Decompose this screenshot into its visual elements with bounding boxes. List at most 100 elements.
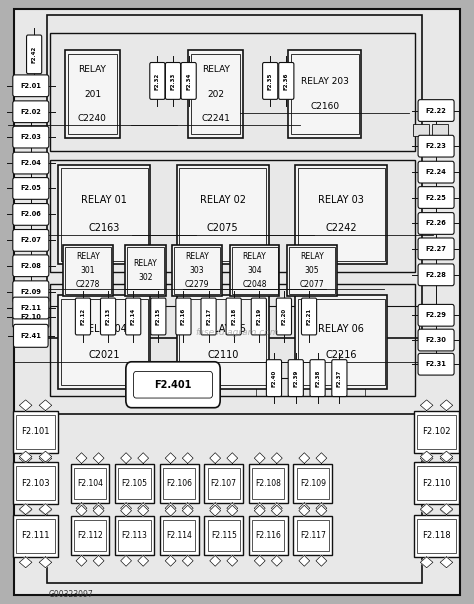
Text: C2242: C2242	[326, 223, 357, 233]
Bar	[13, 515, 58, 557]
Bar	[413, 124, 429, 136]
Polygon shape	[165, 453, 176, 464]
Bar	[298, 168, 384, 261]
FancyBboxPatch shape	[251, 298, 266, 335]
Text: F2.12: F2.12	[81, 308, 85, 325]
Bar	[71, 516, 109, 556]
Text: F2.21: F2.21	[307, 308, 311, 325]
Text: F2.06: F2.06	[20, 211, 41, 217]
Bar	[417, 466, 456, 500]
Polygon shape	[165, 505, 176, 516]
Polygon shape	[420, 453, 433, 464]
FancyBboxPatch shape	[13, 297, 49, 319]
Bar	[16, 415, 55, 449]
FancyBboxPatch shape	[279, 63, 294, 99]
FancyBboxPatch shape	[126, 298, 141, 335]
Polygon shape	[254, 505, 265, 516]
Text: F2.18: F2.18	[231, 308, 236, 325]
Text: RELAY 03: RELAY 03	[319, 196, 364, 205]
Text: F2.115: F2.115	[211, 532, 237, 540]
Text: F2.16: F2.16	[181, 308, 186, 325]
Polygon shape	[19, 504, 32, 515]
Polygon shape	[120, 453, 131, 464]
Text: F2.112: F2.112	[77, 532, 103, 540]
Polygon shape	[272, 503, 283, 513]
Polygon shape	[272, 556, 283, 567]
FancyBboxPatch shape	[418, 238, 454, 260]
Bar	[61, 299, 148, 385]
Polygon shape	[420, 451, 433, 462]
Text: C2075: C2075	[207, 223, 238, 233]
Polygon shape	[138, 503, 149, 513]
Text: F2.20: F2.20	[282, 308, 286, 325]
Polygon shape	[299, 503, 310, 513]
Bar	[125, 245, 166, 296]
Bar	[16, 466, 55, 500]
Text: C2048: C2048	[242, 280, 267, 289]
Polygon shape	[227, 505, 238, 516]
FancyBboxPatch shape	[276, 298, 292, 335]
Text: F2.101: F2.101	[21, 428, 50, 436]
Bar	[179, 168, 266, 261]
Text: F2.116: F2.116	[255, 532, 281, 540]
Polygon shape	[227, 453, 238, 464]
FancyBboxPatch shape	[13, 178, 49, 199]
FancyBboxPatch shape	[332, 360, 347, 397]
Text: 302: 302	[138, 273, 153, 282]
Text: F2.111: F2.111	[21, 532, 50, 540]
Text: C2077: C2077	[300, 280, 324, 289]
Text: F2.24: F2.24	[426, 169, 447, 175]
Polygon shape	[76, 453, 87, 464]
Polygon shape	[420, 504, 433, 515]
Text: 201: 201	[84, 90, 101, 98]
Bar	[204, 516, 243, 556]
FancyBboxPatch shape	[418, 135, 454, 157]
Text: RELAY: RELAY	[134, 259, 157, 268]
Polygon shape	[19, 504, 32, 515]
Polygon shape	[76, 556, 87, 567]
Text: F2.03: F2.03	[20, 134, 41, 140]
Bar	[179, 299, 266, 385]
Polygon shape	[19, 400, 32, 411]
Polygon shape	[420, 504, 433, 515]
Text: F2.11: F2.11	[20, 305, 41, 311]
FancyBboxPatch shape	[310, 360, 325, 397]
Bar	[204, 464, 243, 503]
Text: F2.107: F2.107	[211, 479, 237, 487]
Bar	[61, 168, 148, 261]
Bar	[191, 54, 240, 135]
Bar	[68, 54, 117, 135]
Bar	[291, 54, 358, 135]
Bar	[118, 520, 151, 551]
Polygon shape	[210, 505, 220, 516]
FancyBboxPatch shape	[13, 255, 49, 277]
Text: F2.10: F2.10	[20, 314, 41, 320]
Bar	[288, 50, 362, 138]
Bar	[13, 462, 58, 504]
Text: RELAY: RELAY	[79, 65, 106, 74]
Text: F2.32: F2.32	[155, 72, 160, 89]
Bar	[71, 464, 109, 503]
Polygon shape	[227, 503, 238, 513]
Bar	[189, 50, 243, 138]
Text: F2.104: F2.104	[77, 479, 103, 487]
Polygon shape	[316, 453, 327, 464]
Text: F2.28: F2.28	[426, 272, 447, 278]
Text: F2.36: F2.36	[284, 72, 289, 89]
Polygon shape	[19, 451, 32, 462]
Text: F2.118: F2.118	[422, 532, 451, 540]
Polygon shape	[93, 556, 104, 567]
Bar	[208, 467, 240, 499]
Text: F2.109: F2.109	[300, 479, 326, 487]
Bar	[414, 515, 459, 557]
Polygon shape	[440, 557, 453, 568]
Text: F2.41: F2.41	[20, 333, 41, 339]
Text: 305: 305	[305, 266, 319, 275]
Text: F2.29: F2.29	[426, 312, 447, 318]
Polygon shape	[182, 505, 193, 516]
FancyBboxPatch shape	[266, 360, 282, 397]
Bar	[163, 520, 195, 551]
Polygon shape	[299, 556, 310, 567]
FancyBboxPatch shape	[100, 298, 116, 335]
FancyBboxPatch shape	[263, 63, 278, 99]
